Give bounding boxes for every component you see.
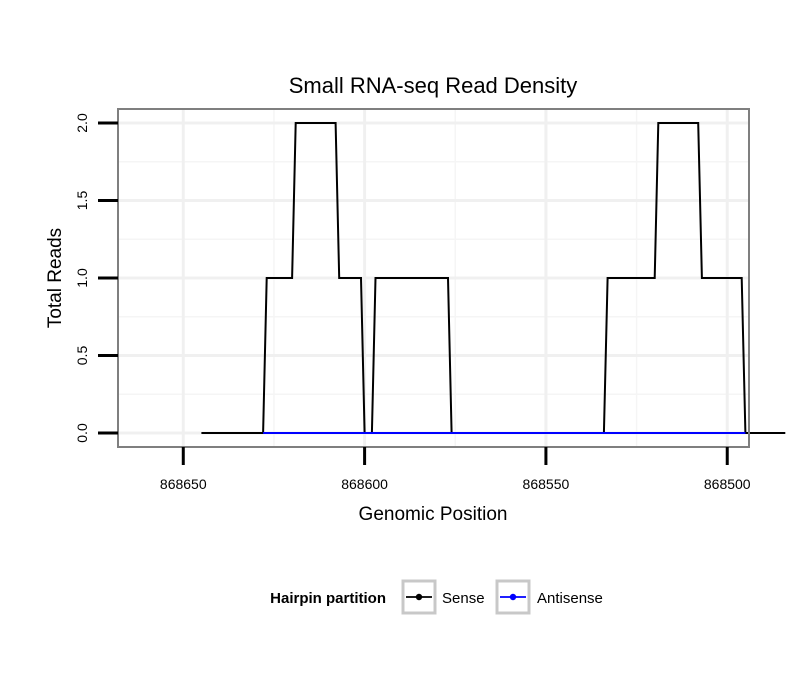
series-layer	[201, 122, 786, 434]
x-tick-label: 868650	[160, 476, 207, 492]
x-tick-label: 868550	[523, 476, 570, 492]
y-tick-label: 2.0	[74, 113, 90, 133]
legend-dot-antisense	[509, 593, 517, 601]
x-tick-label: 868500	[704, 476, 751, 492]
y-tick-label: 0.5	[74, 346, 90, 366]
x-tick-label: 868600	[341, 476, 388, 492]
y-tick-label: 0.0	[74, 423, 90, 443]
y-axis-label: Total Reads	[45, 228, 66, 328]
y-tick-label: 1.5	[74, 191, 90, 211]
chart-title: Small RNA-seq Read Density	[289, 73, 578, 98]
legend: Hairpin partition Sense Antisense	[270, 579, 603, 615]
x-axis-label: Genomic Position	[359, 504, 508, 525]
y-tick-label: 1.0	[74, 268, 90, 288]
series-line-sense	[201, 122, 786, 434]
y-axis: 0.0 0.5 1.0 1.5 2.0	[74, 113, 118, 443]
legend-label-sense: Sense	[442, 590, 485, 607]
legend-title: Hairpin partition	[270, 590, 386, 607]
x-axis: 868650 868600 868550 868500	[160, 447, 751, 492]
legend-dot-sense	[415, 593, 423, 601]
legend-label-antisense: Antisense	[537, 590, 603, 607]
